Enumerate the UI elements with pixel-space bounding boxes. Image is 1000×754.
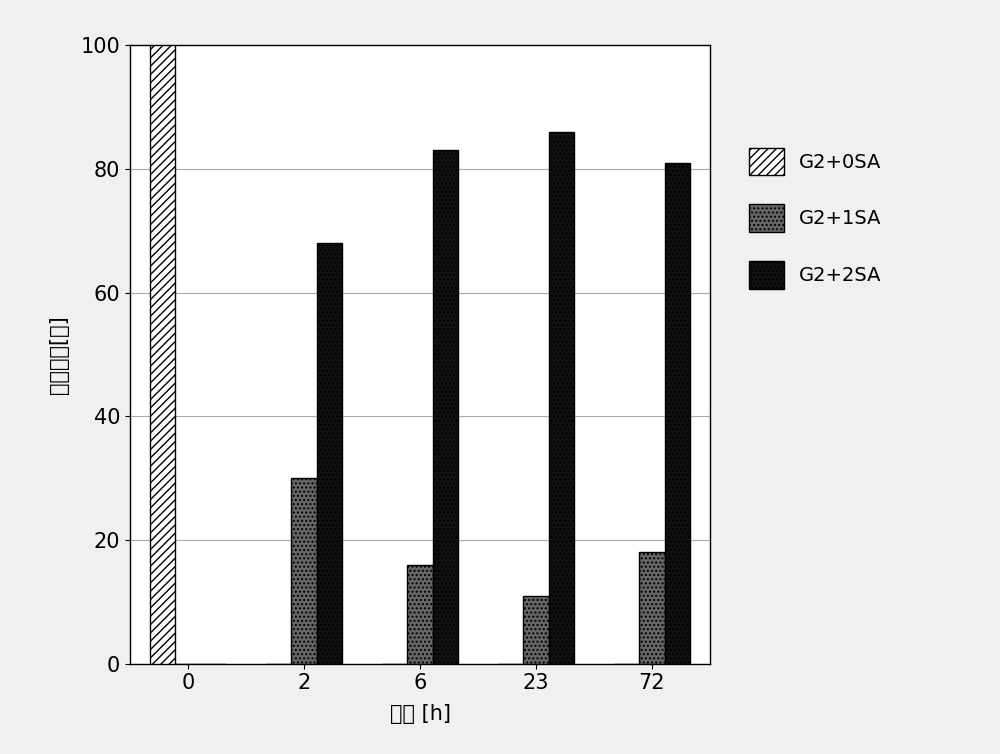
Bar [291, 478, 317, 664]
Bar [639, 552, 665, 664]
Bar [407, 565, 433, 664]
Bar [433, 150, 458, 664]
Bar [549, 132, 574, 664]
Bar [317, 243, 342, 664]
Bar [523, 596, 549, 664]
X-axis label: 时间 [h]: 时间 [h] [390, 704, 450, 725]
Legend: G2+0SA, G2+1SA, G2+2SA: G2+0SA, G2+1SA, G2+2SA [749, 148, 882, 289]
Y-axis label: 相对含量[％]: 相对含量[％] [49, 315, 69, 394]
Bar [150, 45, 175, 664]
Bar [665, 163, 690, 664]
